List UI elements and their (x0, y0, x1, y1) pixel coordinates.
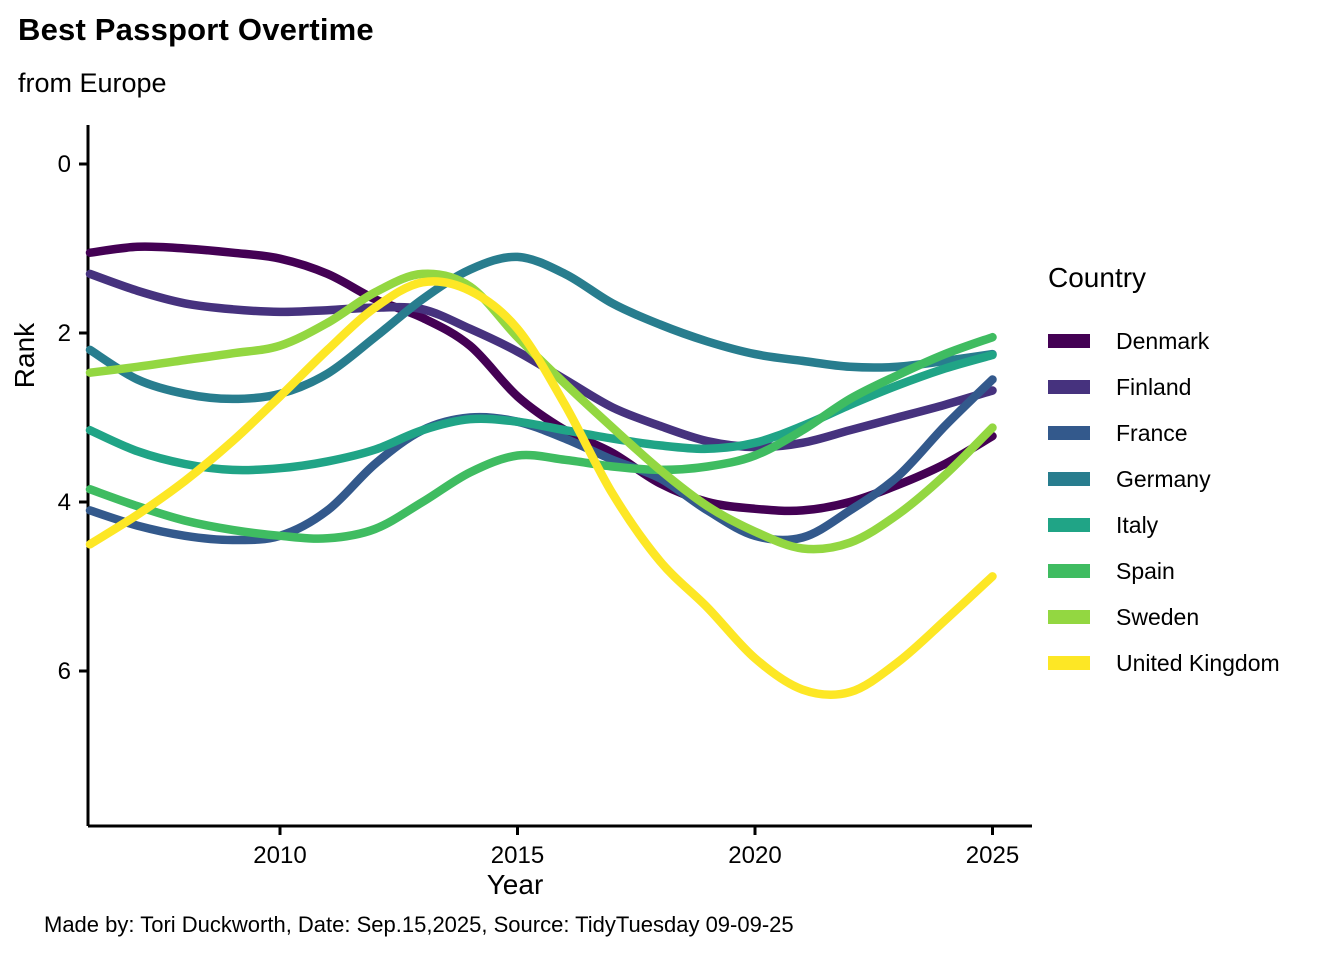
chart-title: Best Passport Overtime (18, 12, 374, 47)
y-tick-label: 2 (58, 320, 71, 347)
y-tick-label: 4 (58, 489, 71, 516)
x-axis-title: Year (487, 869, 544, 900)
line-italy (85, 350, 997, 475)
legend-swatch-denmark (1048, 334, 1090, 348)
legend-label-sweden: Sweden (1116, 603, 1200, 630)
y-axis-title: Rank (9, 322, 40, 388)
x-tick-label: 2015 (491, 842, 544, 869)
y-tick-label: 0 (58, 151, 71, 178)
y-tick-label: 6 (58, 658, 71, 685)
legend-label-united-kingdom: United Kingdom (1116, 649, 1280, 676)
chart-subtitle: from Europe (18, 68, 167, 98)
legend-swatch-italy (1048, 518, 1090, 532)
legend-item-spain: Spain (1048, 548, 1280, 594)
legend: Country Denmark Finland France Germany I… (1048, 262, 1280, 686)
x-tick-label: 2020 (728, 842, 781, 869)
legend-label-france: France (1116, 419, 1188, 446)
legend-swatch-germany (1048, 472, 1090, 486)
legend-item-finland: Finland (1048, 364, 1280, 410)
x-tick-label: 2025 (966, 842, 1019, 869)
legend-item-sweden: Sweden (1048, 594, 1280, 640)
caption: Made by: Tori Duckworth, Date: Sep.15,20… (44, 912, 794, 937)
line-united-kingdom (85, 277, 997, 700)
legend-swatch-spain (1048, 564, 1090, 578)
legend-swatch-france (1048, 426, 1090, 440)
legend-label-finland: Finland (1116, 373, 1192, 400)
legend-item-united-kingdom: United Kingdom (1048, 640, 1280, 686)
legend-label-spain: Spain (1116, 557, 1175, 584)
legend-swatch-united-kingdom (1048, 656, 1090, 670)
x-tick-label: 2010 (253, 842, 306, 869)
legend-item-germany: Germany (1048, 456, 1280, 502)
legend-label-denmark: Denmark (1116, 327, 1210, 354)
line-germany (85, 252, 997, 404)
line-spain (85, 332, 997, 543)
line-denmark (85, 242, 997, 516)
legend-swatch-sweden (1048, 610, 1090, 624)
legend-item-italy: Italy (1048, 502, 1280, 548)
legend-title: Country (1048, 262, 1147, 293)
legend-swatch-finland (1048, 380, 1090, 394)
legend-item-denmark: Denmark (1048, 318, 1280, 364)
legend-item-france: France (1048, 410, 1280, 456)
legend-label-germany: Germany (1116, 465, 1211, 492)
legend-label-italy: Italy (1116, 511, 1159, 538)
